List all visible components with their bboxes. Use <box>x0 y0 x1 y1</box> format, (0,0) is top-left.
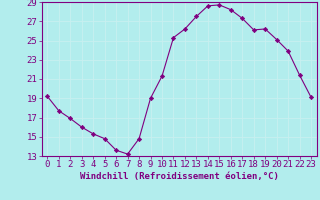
X-axis label: Windchill (Refroidissement éolien,°C): Windchill (Refroidissement éolien,°C) <box>80 172 279 181</box>
